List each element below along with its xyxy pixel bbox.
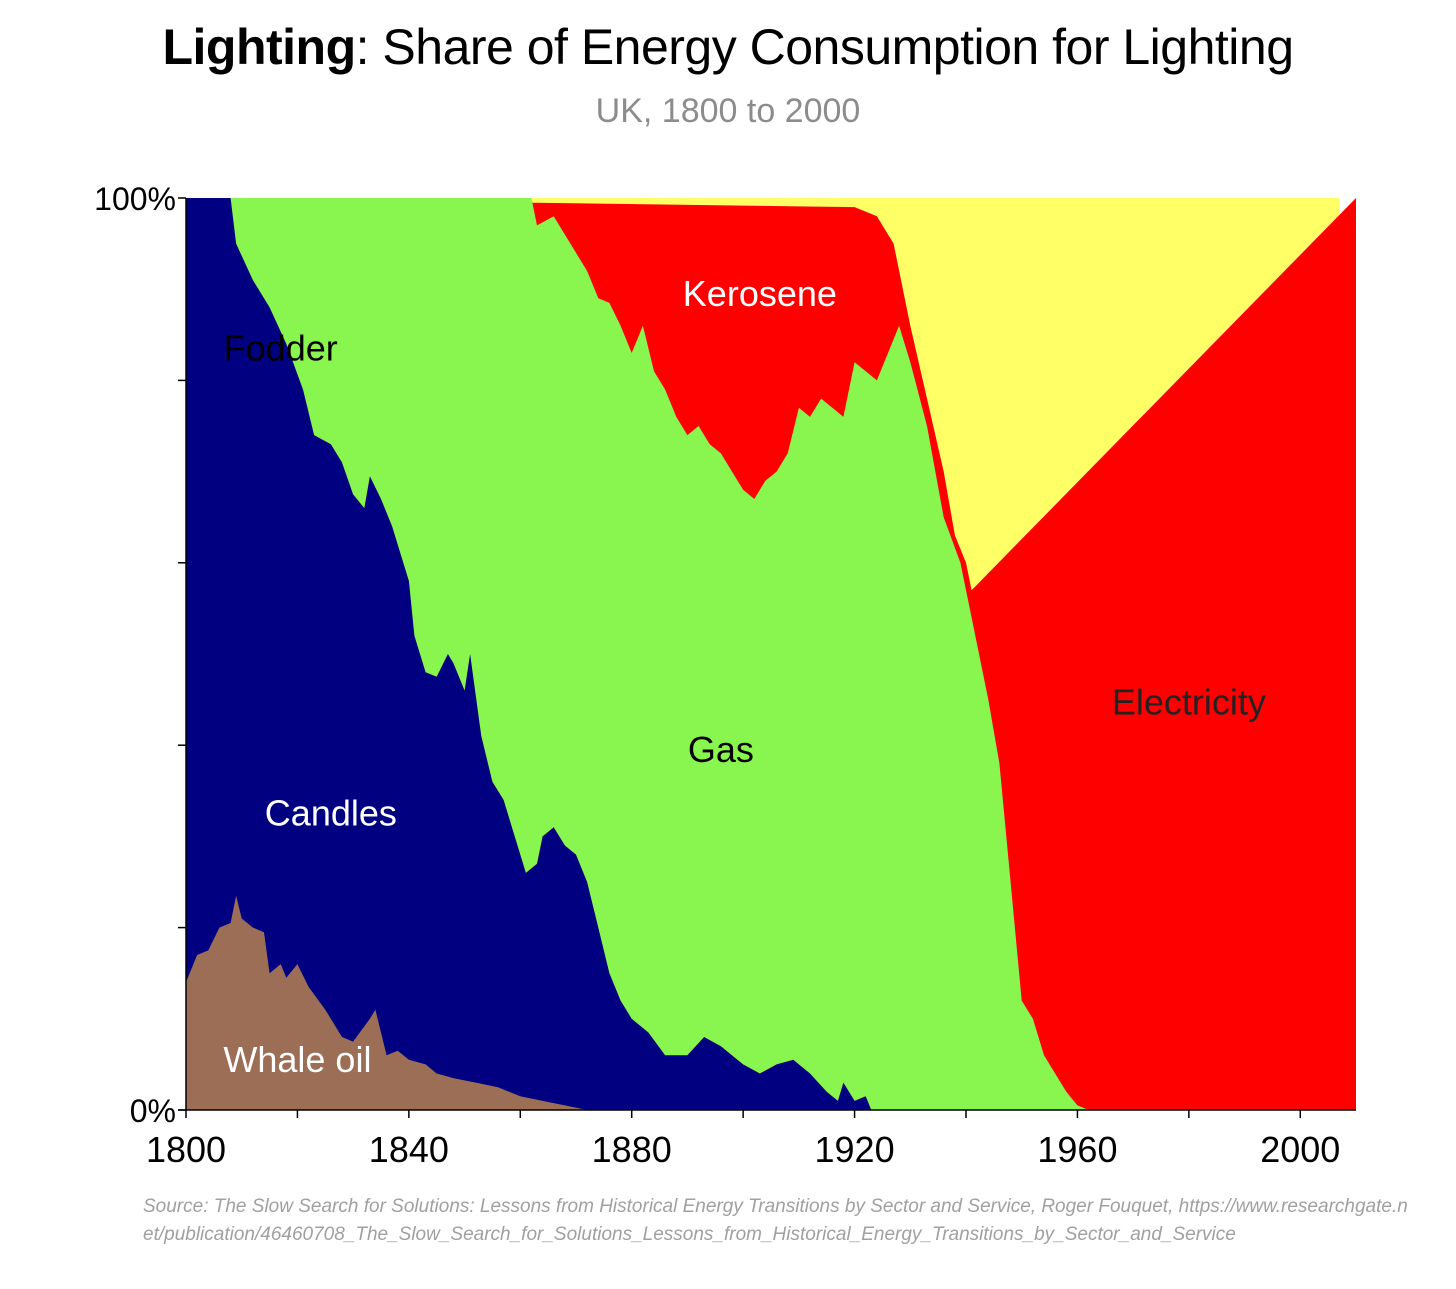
chart-title: Lighting: Share of Energy Consumption fo…: [0, 18, 1456, 76]
y-tick-label-100: 100%: [94, 181, 176, 217]
x-tick-label-1920: 1920: [815, 1129, 895, 1170]
series-label-gas: Gas: [688, 729, 754, 770]
y-tick-label-0: 0%: [130, 1093, 176, 1129]
area-whale-oil: [186, 895, 1356, 1110]
area-candles: [186, 198, 1356, 1110]
series-label-kerosene: Kerosene: [683, 273, 837, 314]
x-tick-label-2000: 2000: [1260, 1129, 1340, 1170]
series-label-candles: Candles: [265, 793, 397, 834]
chart-title-bold: Lighting: [162, 19, 356, 75]
x-tick-label-1880: 1880: [592, 1129, 672, 1170]
chart-title-rest: : Share of Energy Consumption for Lighti…: [355, 19, 1294, 75]
source-note: Source: The Slow Search for Solutions: L…: [143, 1196, 1408, 1245]
series-label-whale-oil: Whale oil: [223, 1039, 371, 1080]
series-label-fodder: Fodder: [224, 327, 338, 368]
chart-subtitle: UK, 1800 to 2000: [595, 92, 861, 130]
series-label-electricity: Electricity: [1112, 681, 1266, 722]
x-tick-label-1840: 1840: [369, 1129, 449, 1170]
x-tick-label-1800: 1800: [146, 1129, 226, 1170]
x-tick-label-1960: 1960: [1037, 1129, 1117, 1170]
